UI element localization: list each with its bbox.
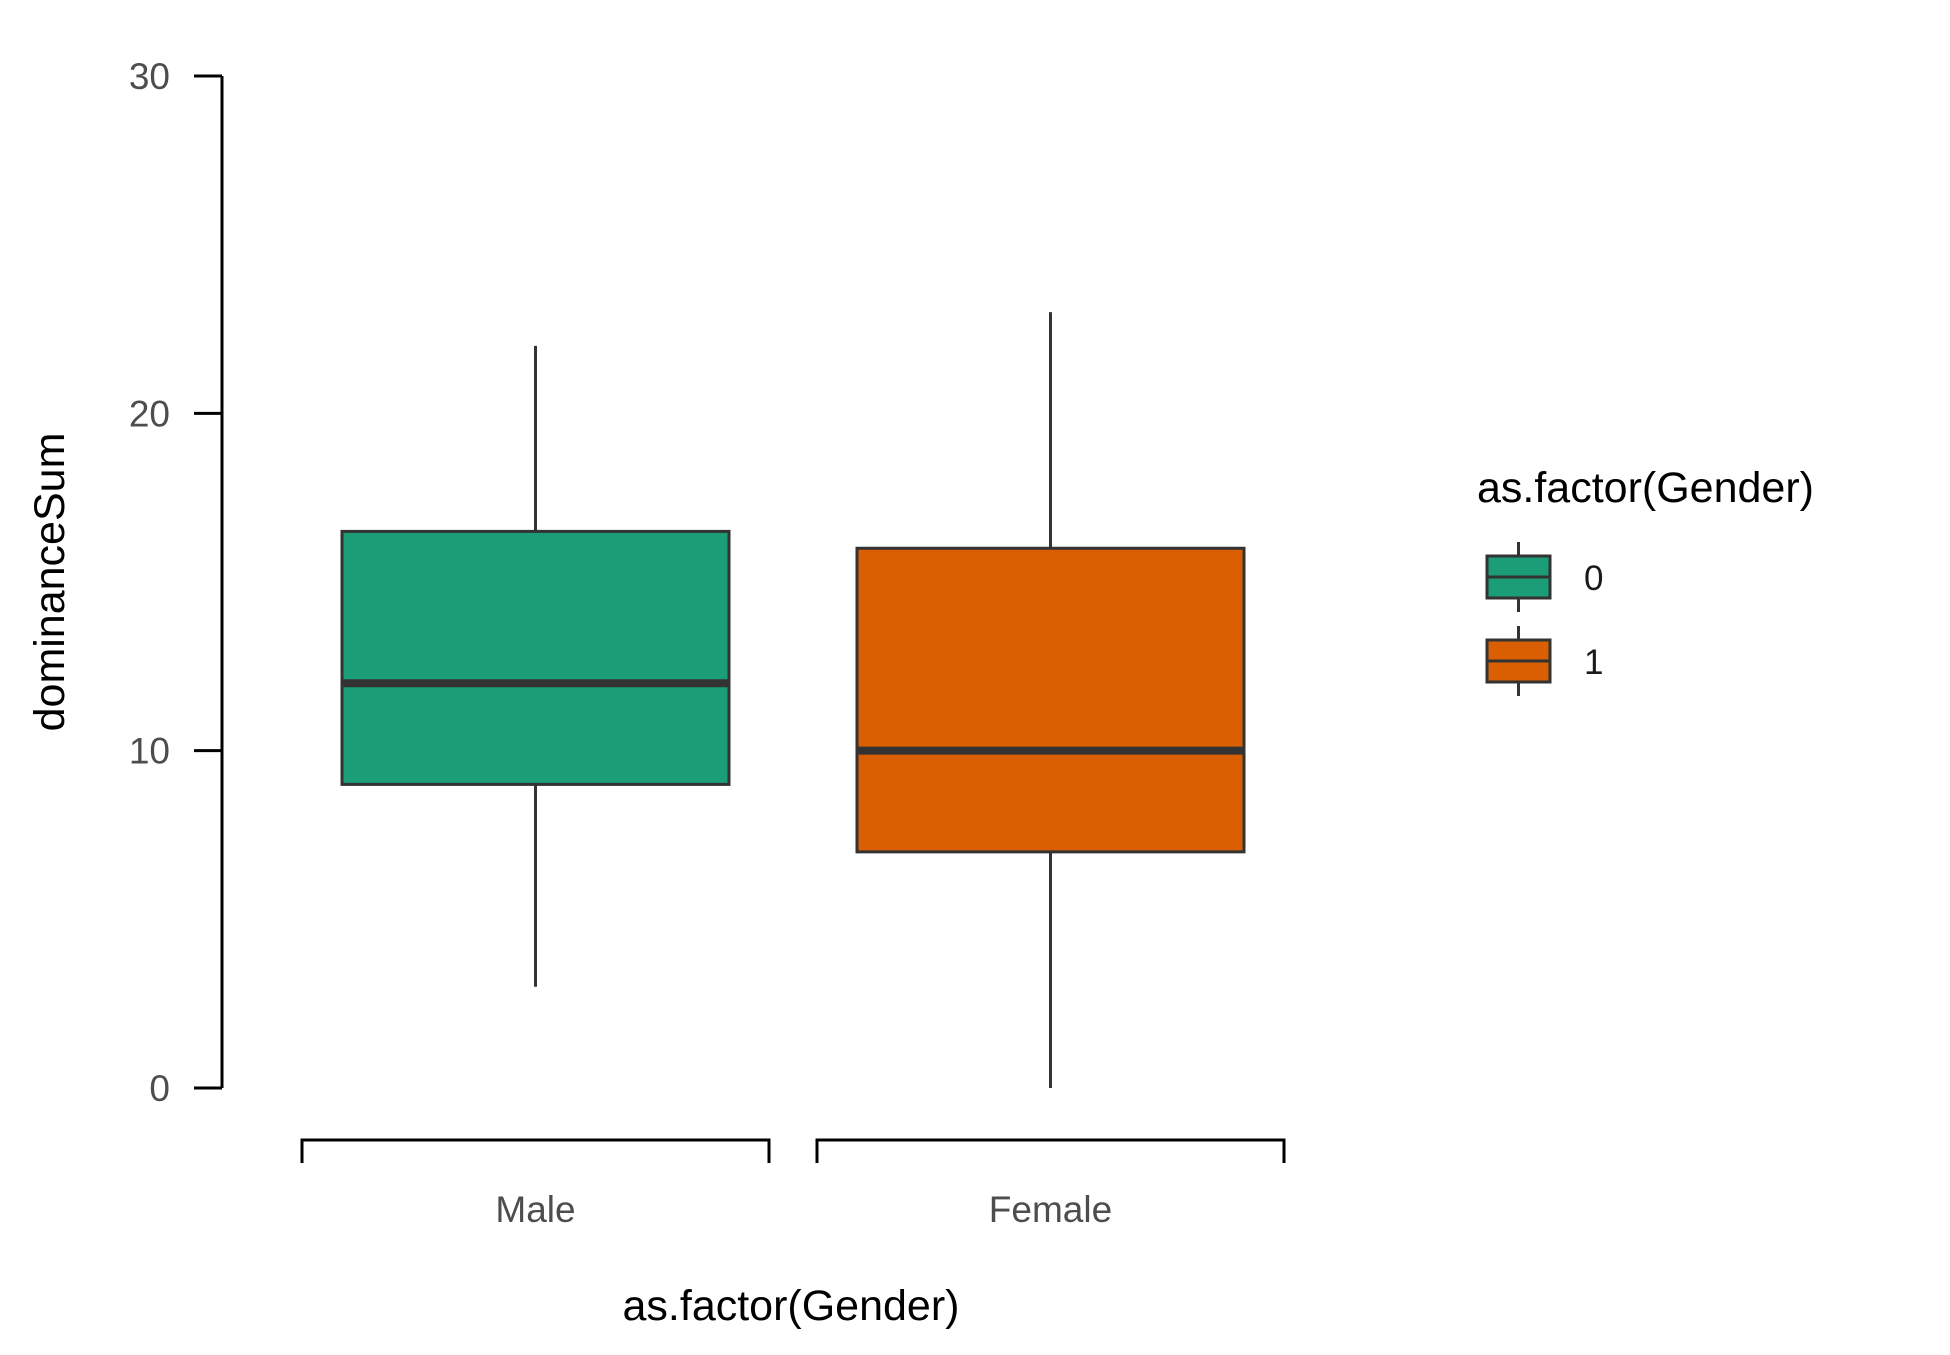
y-tick-label: 10 [129,731,170,772]
box-male [340,345,731,987]
legend-label: 1 [1584,643,1603,682]
x-axis-bracket [815,1138,1286,1163]
legend-item-1: 1 [1485,626,1603,696]
y-tick-label: 0 [149,1068,170,1109]
legend: as.factor(Gender) 0 1 [1477,464,1814,696]
x-tick-label: Male [495,1189,575,1230]
legend-label: 0 [1584,559,1603,598]
x-axis-bracket [300,1138,771,1163]
y-axis-title: dominanceSum [26,433,74,732]
x-tick-label: Female [989,1189,1112,1230]
legend-title: as.factor(Gender) [1477,464,1814,512]
legend-item-0: 0 [1485,542,1603,612]
y-tick-label: 30 [129,56,170,97]
box-female [855,312,1246,1088]
plot-area [340,312,1246,1088]
box-body [855,546,1246,854]
axes: 0 10 20 30 Male Female [129,56,1286,1230]
box-body [340,529,731,786]
x-axis-title: as.factor(Gender) [623,1282,960,1330]
y-tick-label: 20 [129,393,170,434]
